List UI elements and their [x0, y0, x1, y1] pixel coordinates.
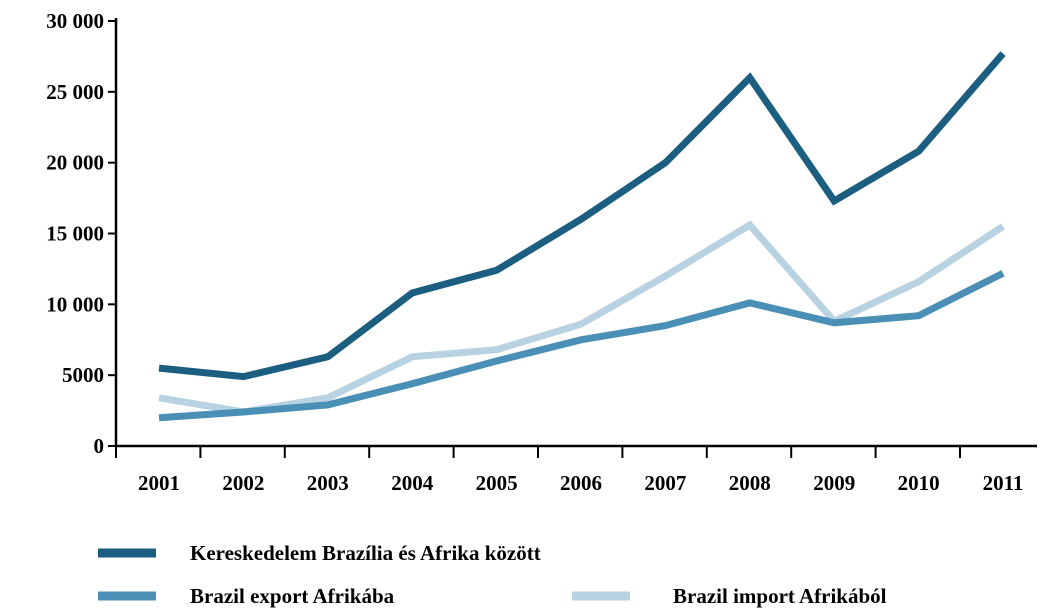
series-line-0	[158, 51, 1006, 381]
x-tick-label: 2004	[391, 471, 434, 495]
x-tick-label: 2009	[813, 471, 855, 495]
y-axis: 0 5000 10 000 15 000 20 000 25 000 30 000	[46, 9, 118, 458]
legend-label-2: Brazil import Afrikából	[673, 584, 887, 608]
y-tick-label: 25 000	[46, 80, 104, 104]
x-tick-label: 2002	[222, 471, 264, 495]
y-tick-label: 15 000	[46, 222, 104, 246]
x-tick-label: 2010	[898, 471, 940, 495]
y-tick-label: 20 000	[46, 151, 104, 175]
x-tick-label: 2003	[307, 471, 349, 495]
series-line-1	[158, 270, 1005, 422]
y-tick-label: 10 000	[46, 292, 104, 316]
y-tick-label: 5000	[62, 363, 104, 387]
x-tick-label: 2011	[983, 471, 1024, 495]
x-tick-label: 2008	[729, 471, 771, 495]
legend: Kereskedelem Brazília és Afrika között Br…	[98, 541, 887, 608]
x-tick-label: 2006	[560, 471, 602, 495]
y-tick-label: 30 000	[46, 9, 104, 33]
x-tick-label: 2001	[138, 471, 180, 495]
x-tick-label: 2007	[644, 471, 686, 495]
series-line-2	[158, 220, 1005, 416]
legend-label-1: Brazil export Afrikába	[190, 584, 395, 608]
x-axis: 2001 2002 2003 2004 2005 2006 2007 2008 2009 2010…	[115, 444, 1037, 495]
x-tick-label: 2005	[476, 471, 518, 495]
legend-label-0: Kereskedelem Brazília és Afrika között	[190, 541, 541, 565]
series-layer	[158, 51, 1006, 422]
y-tick-label: 0	[94, 434, 105, 458]
